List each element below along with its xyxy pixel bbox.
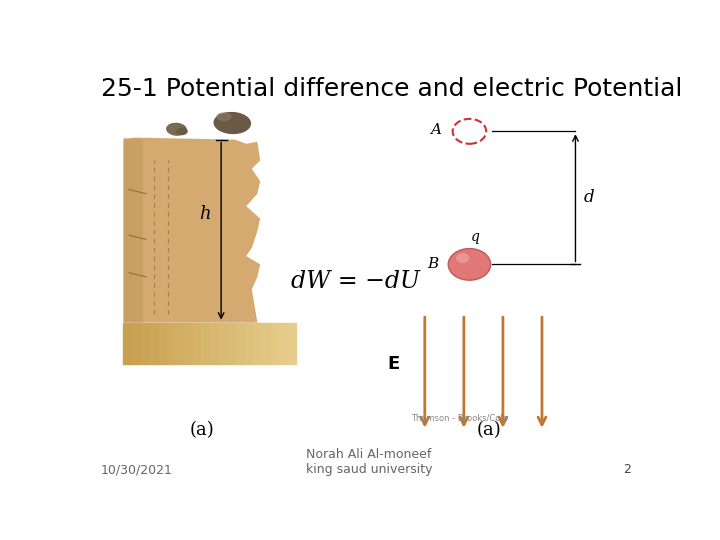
Ellipse shape [217,113,231,120]
Circle shape [456,253,469,263]
Text: Norah Ali Al-moneef
king saud university: Norah Ali Al-moneef king saud university [306,448,432,476]
Polygon shape [124,138,143,322]
Text: dW = −dU: dW = −dU [291,269,420,293]
Text: 2: 2 [624,463,631,476]
Ellipse shape [167,123,186,135]
Text: d: d [584,190,595,206]
Bar [176,322,184,364]
Bar [279,322,288,364]
Bar [271,322,279,364]
Bar [262,322,271,364]
Text: (a): (a) [189,421,214,439]
Bar [132,322,141,364]
Text: Thomson - Brooks/Cole: Thomson - Brooks/Cole [411,414,508,422]
Text: q: q [471,230,480,244]
Text: 25-1 Potential difference and electric Potential: 25-1 Potential difference and electric P… [101,77,683,102]
Text: h: h [199,206,211,224]
Bar [253,322,262,364]
Text: (a): (a) [477,421,501,439]
Bar [228,322,236,364]
Polygon shape [124,138,260,322]
Bar [141,322,150,364]
Bar [288,322,297,364]
Bar [245,322,253,364]
Text: B: B [428,256,438,271]
Text: E: E [387,355,400,373]
Ellipse shape [214,112,251,133]
Bar [202,322,210,364]
Bar [193,322,202,364]
Bar [167,322,176,364]
Circle shape [449,248,490,280]
Bar [236,322,245,364]
Bar [158,322,167,364]
Bar [124,322,132,364]
Bar [184,322,193,364]
Bar [150,322,158,364]
Text: A: A [431,124,441,138]
Bar [210,322,219,364]
Ellipse shape [177,128,187,134]
Bar [219,322,228,364]
Text: 10/30/2021: 10/30/2021 [101,463,173,476]
